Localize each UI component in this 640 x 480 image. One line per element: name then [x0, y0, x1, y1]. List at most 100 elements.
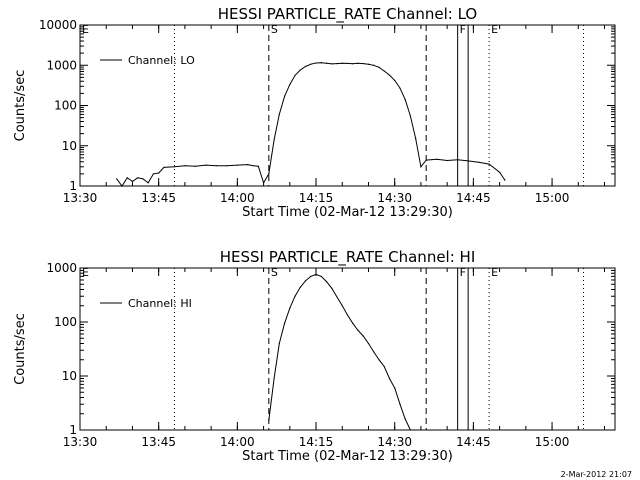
panel1-series-point [315, 62, 317, 64]
panel2-series-point [325, 280, 328, 283]
panel1-series-line-0 [116, 62, 506, 187]
panel1-series-point [367, 63, 370, 65]
panel2-series-point [304, 280, 307, 282]
panel1-series-point [131, 180, 134, 183]
panel1-series-point [415, 138, 417, 140]
panel2-series-point [273, 377, 275, 380]
panel1-series-point [504, 179, 506, 181]
panel2-series-point [346, 314, 349, 316]
panel1-series-point [357, 62, 359, 64]
panel1-series-point [478, 161, 480, 163]
panel1-series-point [252, 165, 254, 167]
panel1-series-point [409, 115, 412, 117]
panel1-series-point [399, 87, 401, 89]
panel1-y-tick-label: 10 [62, 139, 77, 153]
panel1-x-tick-label: 14:45 [456, 191, 491, 205]
panel2-x-tick-label: 14:00 [220, 435, 255, 449]
panel2-series-point [352, 322, 354, 324]
panel1-series-point [488, 163, 490, 165]
panel2-series-point [388, 377, 391, 380]
panel2-series-point [320, 275, 322, 277]
panel1-series-point [404, 99, 406, 101]
panel1-series-point [325, 62, 328, 64]
panel2-event-marker-label: S [271, 266, 278, 279]
panel1-series-point [446, 159, 448, 162]
panel2-series-point [404, 418, 406, 420]
panel2-x-tick-label: 14:30 [377, 435, 412, 449]
panel1-series-point [126, 177, 128, 179]
panel2-plot-frame [79, 267, 616, 431]
panel1-series-point [184, 165, 186, 167]
panel2-x-tick-label: 14:45 [456, 435, 491, 449]
panel2-series-point [367, 342, 370, 345]
panel1-series-point [194, 165, 196, 167]
panel2-y-tick-label: 100 [54, 315, 77, 329]
panel2-series-point [383, 365, 385, 368]
panel2-series-point [299, 286, 301, 288]
panel1-x-tick-label: 13:45 [141, 191, 176, 205]
panel1-series-point [362, 62, 364, 65]
panel1-event-marker-label: E [82, 23, 89, 36]
panel1-x-tick-label: 14:30 [377, 191, 412, 205]
panel2-x-tick-label: 15:00 [535, 435, 570, 449]
panel1-series-point [341, 62, 343, 64]
panel1-series-point [294, 74, 296, 76]
panel1-series-point [147, 182, 149, 184]
panel2-series-point [378, 359, 380, 361]
panel2-event-marker-label: F [460, 266, 466, 279]
panel2-series-point [283, 322, 286, 324]
panel2-legend-label: Channel: HI [128, 297, 192, 310]
panel1-series-point [236, 164, 238, 166]
panel1-series-point [262, 182, 265, 184]
panel1-series-point [394, 79, 396, 82]
panel1-plot-frame [79, 24, 616, 187]
panel1-series-point [457, 159, 459, 161]
panel2-series-line-0 [268, 273, 411, 431]
panel1-series-point [278, 113, 280, 116]
panel1-series-point [425, 159, 427, 161]
panel2-x-tick-label: 14:15 [299, 435, 334, 449]
panel1-series-point [268, 173, 270, 175]
panel1-series-point [283, 95, 286, 97]
panel2-series-point [357, 329, 359, 331]
plot-timestamp: 2-Mar-2012 21:07 [560, 470, 632, 479]
panel1-series-point [273, 139, 275, 141]
panel1-x-tick-label: 14:00 [220, 191, 255, 205]
panel1-series-point [388, 74, 391, 76]
panel1-series-point [331, 63, 333, 65]
panel2-series-point [289, 307, 291, 309]
panel1-series-point [420, 166, 422, 168]
panel2-y-tick-label: 1 [69, 423, 77, 437]
panel1-y-tick-label: 100 [54, 99, 77, 113]
panel1-series-point [257, 165, 259, 167]
panel2-y-tick-label: 1000 [46, 261, 77, 275]
panel1-series-point [152, 173, 155, 175]
panel1-series-point [383, 70, 385, 72]
panel1-series-point [247, 164, 249, 166]
panel2-series-point [268, 419, 270, 422]
panel2-series-point [373, 351, 375, 353]
panel1-y-tick-label: 10000 [39, 18, 77, 32]
panel2-series-point [336, 296, 338, 298]
panel2-y-axis-label: Counts/sec [13, 313, 28, 385]
panel2-event-marker-label: E [82, 266, 89, 279]
panel1-series-point [205, 164, 207, 166]
panel2-event-marker-label: E [491, 266, 498, 279]
panel2-series-point [331, 287, 333, 289]
panel1-series-point [310, 63, 312, 65]
panel2-series-point [362, 335, 364, 337]
panel2-x-axis-label: Start Time (02-Mar-12 13:29:30) [242, 449, 453, 464]
panel1-x-axis-label: Start Time (02-Mar-12 13:29:30) [242, 205, 453, 220]
panel1-series-point [352, 63, 354, 65]
panel1-series-point [346, 62, 349, 65]
panel2-series-point [315, 273, 317, 276]
panel2-series-point [278, 342, 280, 345]
panel1-series-point [378, 66, 380, 68]
panel2-series-point [409, 429, 412, 431]
panel2-chart-title: HESSI PARTICLE_RATE Channel: HI [220, 248, 476, 267]
panel2-series-point [394, 387, 396, 389]
panel1-event-marker-label: F [460, 23, 466, 36]
panel1-series-point [289, 84, 291, 86]
panel1-series-point [121, 185, 123, 187]
